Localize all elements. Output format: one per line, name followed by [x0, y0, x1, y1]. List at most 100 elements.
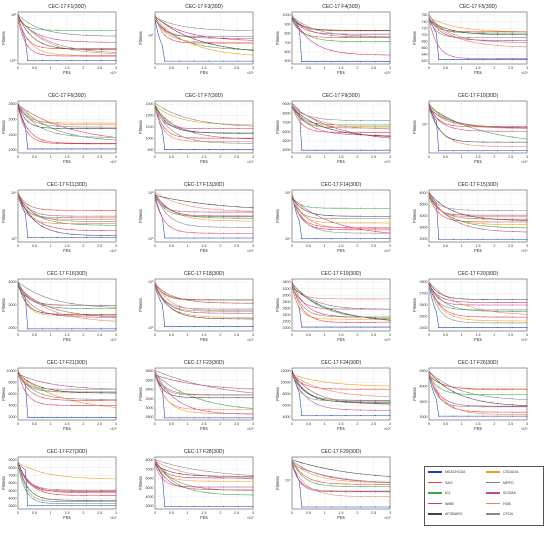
series-line — [291, 105, 391, 130]
x-tick-label: 2.5 — [234, 511, 239, 515]
series-marker — [237, 124, 239, 126]
series-line — [17, 375, 116, 390]
series-marker — [315, 37, 318, 39]
x-tick-label: 2 — [493, 333, 495, 337]
series-marker — [178, 298, 181, 300]
series-marker — [389, 61, 391, 63]
series-marker — [252, 394, 254, 396]
series-marker — [345, 307, 347, 309]
series-marker — [374, 61, 376, 63]
series-marker — [526, 227, 528, 229]
series-marker — [71, 122, 73, 124]
legend-item: CSOAOA — [486, 470, 518, 474]
series-marker — [482, 319, 484, 322]
series-marker — [315, 124, 318, 126]
legend-swatch — [486, 513, 500, 515]
series-marker — [301, 483, 303, 485]
series-marker — [482, 304, 484, 306]
series-marker — [237, 226, 239, 228]
y-tick-label: 2000 — [9, 326, 17, 330]
series-marker — [193, 33, 195, 36]
series-line — [17, 462, 116, 493]
y-tick-label: 2600 — [283, 306, 291, 310]
series-line — [154, 459, 254, 496]
series-marker — [100, 391, 102, 393]
series-marker — [374, 318, 376, 320]
series-marker — [315, 326, 318, 328]
series-marker — [223, 141, 225, 143]
series-marker — [374, 395, 376, 397]
y-tick-label: 3000 — [146, 406, 154, 410]
series-marker — [315, 306, 318, 309]
series-line — [154, 103, 254, 127]
series-marker — [374, 54, 376, 56]
series-marker — [41, 471, 44, 474]
series-marker — [301, 115, 303, 117]
series-marker — [56, 124, 58, 126]
series-marker — [452, 404, 455, 406]
series-marker — [315, 393, 318, 395]
series-line — [154, 195, 253, 239]
series-line — [154, 463, 254, 477]
series-line — [17, 14, 117, 51]
series-marker — [497, 389, 499, 391]
series-marker — [438, 415, 440, 417]
series-marker — [193, 127, 195, 130]
series-marker — [41, 126, 44, 128]
series-marker — [482, 316, 484, 318]
legend-item: AFGBARO — [428, 512, 463, 516]
series-line — [17, 105, 116, 150]
series-line — [17, 103, 116, 129]
series-marker — [438, 392, 440, 394]
series-marker — [164, 325, 166, 328]
series-marker — [208, 409, 210, 411]
y-tick-label: 10000 — [7, 369, 17, 373]
series-marker — [100, 499, 102, 501]
series-marker — [467, 58, 469, 60]
series-marker — [315, 483, 318, 485]
chart-title: CEC-17 F28(30D) — [183, 449, 225, 455]
series-marker — [330, 315, 332, 318]
x-tick-label: 0 — [17, 66, 19, 70]
x-exponent: ×10⁵ — [521, 160, 528, 164]
series-marker — [56, 404, 58, 406]
chart-panel: CEC-17 F28(30D) 8000 7000 6000 5000 4000 3000 0… — [138, 449, 273, 533]
x-tick-label: 2.5 — [371, 333, 376, 337]
series-marker — [315, 117, 318, 119]
series-marker — [330, 478, 332, 480]
series-marker — [452, 213, 455, 215]
y-axis-label: Fitness — [138, 209, 143, 223]
series-marker — [482, 228, 484, 230]
series-marker — [71, 416, 73, 418]
series-marker — [438, 292, 440, 294]
series-marker — [41, 118, 44, 120]
series-marker — [482, 37, 484, 39]
series-line — [428, 196, 527, 211]
y-tick-label: 1000 — [283, 13, 291, 17]
series-marker — [100, 501, 102, 503]
series-line — [17, 281, 116, 330]
series-marker — [115, 49, 117, 51]
legend-label: WMB — [445, 501, 454, 506]
series-marker — [237, 37, 239, 39]
series-marker — [252, 413, 254, 415]
series-marker — [208, 226, 210, 228]
series-marker — [497, 30, 499, 32]
series-marker — [360, 506, 362, 508]
series-marker — [497, 216, 499, 218]
series-marker — [27, 388, 29, 390]
series-marker — [27, 26, 29, 28]
series-marker — [223, 136, 225, 138]
series-marker — [252, 42, 254, 44]
series-marker — [452, 31, 455, 33]
series-marker — [497, 37, 499, 39]
series-marker — [56, 328, 58, 330]
series-marker — [482, 309, 484, 311]
series-marker — [467, 404, 469, 406]
series-marker — [301, 205, 303, 207]
series-marker — [452, 219, 455, 221]
series-marker — [237, 128, 239, 130]
series-marker — [237, 489, 239, 491]
series-marker — [41, 121, 44, 123]
